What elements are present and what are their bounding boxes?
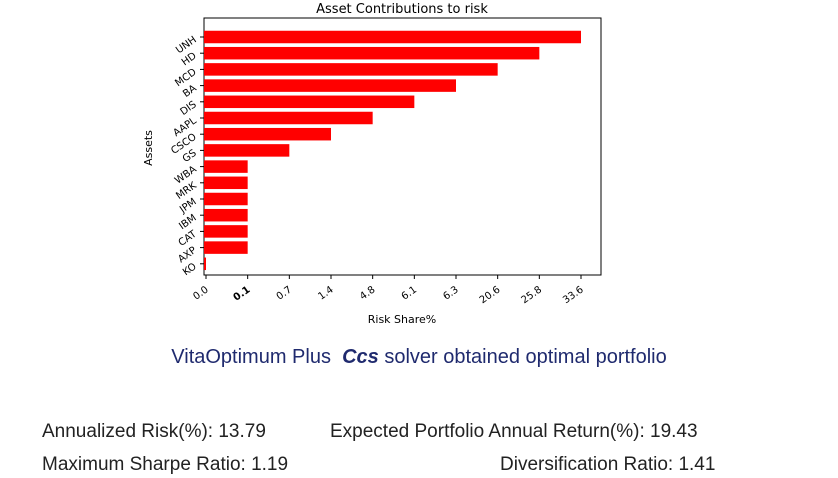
bar-mrk (204, 176, 248, 190)
x-tick-label: 25.8 (520, 284, 545, 306)
x-axis-ticks: 0.0 0.1 0.7 1.4 4.8 6.1 6.3 20.6 25.8 33.6 (191, 275, 586, 306)
bar-csco (204, 127, 331, 141)
risk-contribution-chart: Asset Contributions to risk UNHHDMCDBADI… (142, 2, 602, 326)
y-tick-label-ibm: IBM (177, 213, 198, 233)
x-tick-label: 0.7 (275, 284, 294, 302)
bar-gs (204, 144, 290, 157)
bar-unh (204, 30, 581, 44)
bar-aapl (204, 111, 373, 125)
bars-group (204, 30, 581, 271)
caption-prefix: VitaOptimum Plus (171, 346, 331, 368)
x-tick-label: 6.1 (400, 284, 419, 302)
y-tick-label-wba: WBA (173, 164, 199, 187)
x-tick-label: 0.1 (232, 284, 253, 303)
max-sharpe-stat: Maximum Sharpe Ratio: 1.19 (42, 454, 289, 475)
bar-ibm (204, 208, 248, 222)
y-tick-label-cat: CAT (177, 228, 200, 249)
bar-dis (204, 95, 415, 109)
y-tick-label-mcd: MCD (173, 67, 199, 90)
x-tick-label: 0.0 (191, 284, 210, 302)
x-tick-label: 33.6 (561, 284, 586, 306)
y-tick-label-axp: AXP (176, 245, 198, 265)
x-tick-label: 6.3 (441, 284, 460, 302)
expected-return-stat: Expected Portfolio Annual Return(%): 19.… (330, 421, 698, 442)
x-axis-title: Risk Share% (368, 313, 437, 326)
caption-suffix: solver obtained optimal portfolio (384, 346, 667, 368)
bar-ko (204, 257, 206, 271)
caption-solver: Ccs (342, 346, 379, 368)
y-tick-label-dis: DIS (178, 99, 198, 118)
y-axis-ticks: UNHHDMCDBADISAAPLCSCOGSWBAMRKJPMIBMCATAX… (169, 34, 204, 278)
solver-caption: VitaOptimum Plus Ccs solver obtained opt… (0, 346, 838, 369)
bar-axp (204, 241, 248, 254)
bar-wba (204, 160, 248, 173)
bar-hd (204, 46, 540, 60)
annualized-risk-stat: Annualized Risk(%): 13.79 (42, 421, 266, 442)
bar-cat (204, 225, 248, 238)
y-tick-label-unh: UNH (174, 34, 199, 56)
diversification-stat: Diversification Ratio: 1.41 (500, 454, 716, 475)
x-tick-label: 4.8 (358, 284, 377, 302)
bar-mcd (204, 63, 498, 76)
x-tick-label: 1.4 (316, 284, 335, 302)
bar-jpm (204, 192, 248, 206)
y-axis-title: Assets (142, 130, 155, 166)
chart-title: Asset Contributions to risk (316, 2, 488, 17)
bar-ba (204, 79, 456, 92)
x-tick-label: 20.6 (478, 284, 503, 306)
